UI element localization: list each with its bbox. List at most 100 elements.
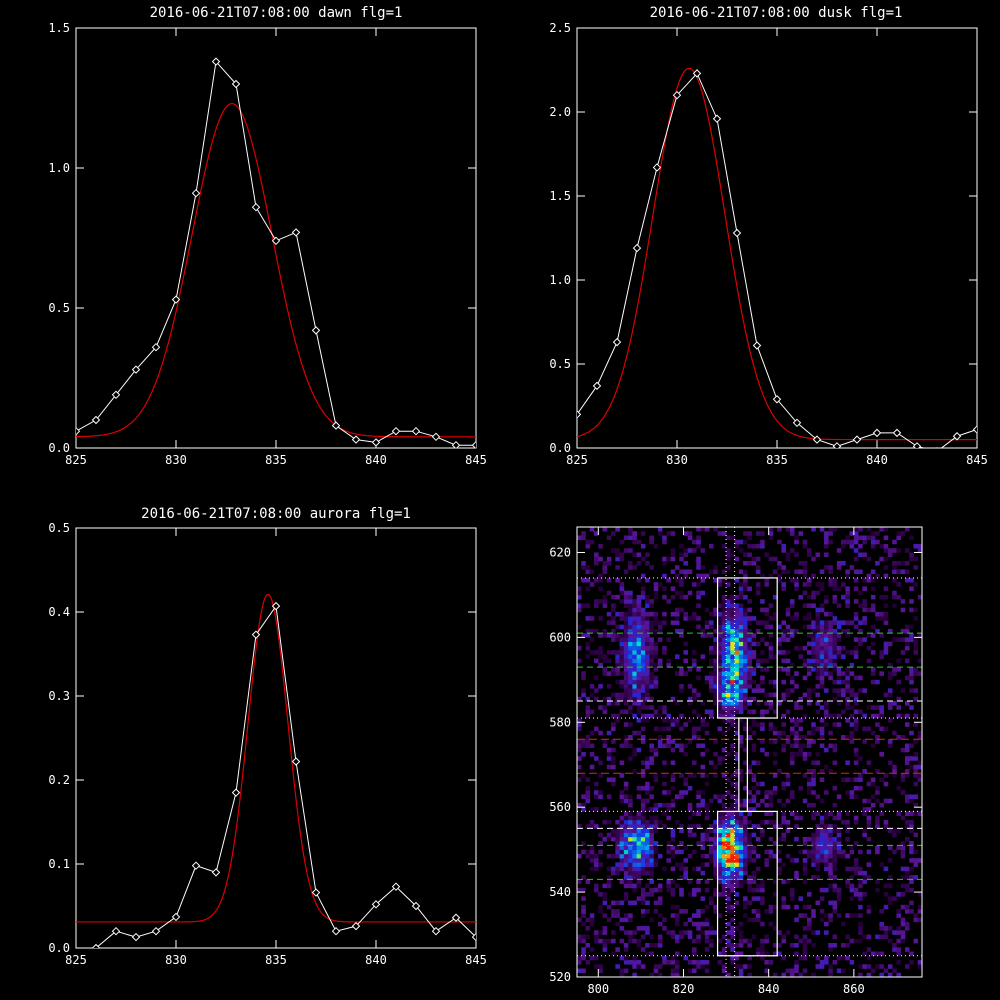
heatmap-cell (713, 569, 718, 574)
heatmap-cell (781, 896, 786, 901)
heatmap-cell (802, 938, 808, 944)
heatmap-cell (858, 785, 863, 791)
heatmap-cell (743, 802, 748, 808)
heatmap-cell (828, 624, 833, 630)
heatmap-cell (887, 675, 893, 681)
heatmap-cell (598, 930, 603, 935)
heatmap-cell (917, 917, 923, 923)
heatmap-cell (726, 611, 731, 617)
heatmap-cell (713, 565, 718, 570)
heatmap-cell (768, 705, 774, 710)
heatmap-cell (747, 853, 752, 859)
heatmap-cell (628, 875, 633, 880)
heatmap-cell (619, 658, 625, 664)
heatmap-cell (581, 565, 586, 570)
heatmap-cell (687, 569, 693, 574)
heatmap-cell (726, 641, 731, 647)
heatmap-cell (798, 560, 804, 566)
heatmap-cell (815, 552, 821, 558)
heatmap-cell (619, 790, 625, 795)
heatmap-cell (687, 802, 693, 808)
heatmap-cell (892, 569, 897, 574)
heatmap-cell (760, 543, 765, 549)
heatmap-cell (666, 849, 671, 855)
heatmap-cell (632, 768, 637, 774)
heatmap-cell (602, 913, 608, 918)
heatmap-cell (819, 662, 825, 668)
heatmap-cell (819, 743, 825, 749)
heatmap-cell (896, 947, 901, 952)
heatmap-cell (696, 692, 701, 698)
heatmap-cell (807, 785, 812, 791)
heatmap-cell (824, 628, 829, 634)
heatmap-cell (606, 577, 612, 583)
heatmap-cell (743, 667, 748, 672)
heatmap-cell (751, 722, 757, 727)
heatmap-cell (870, 531, 876, 536)
heatmap-cell (900, 866, 906, 872)
heatmap-cell (738, 798, 744, 804)
heatmap-cell (853, 866, 859, 872)
heatmap-cell (781, 650, 786, 655)
heatmap-cell (807, 577, 812, 583)
heatmap-cell (709, 688, 714, 693)
heatmap-cell (738, 675, 744, 681)
heatmap-cell (615, 701, 620, 706)
heatmap-cell (896, 735, 901, 740)
heatmap-cell (777, 870, 782, 876)
heatmap-cell (904, 794, 910, 799)
heatmap-cell (721, 577, 727, 583)
heatmap-cell (836, 654, 842, 659)
heatmap-cell (785, 633, 791, 638)
heatmap-cell (858, 930, 863, 935)
heatmap-cell (577, 624, 582, 630)
heatmap-cell (734, 824, 740, 829)
y-tick-label: 0.5 (48, 301, 70, 315)
heatmap-cell (674, 718, 680, 723)
heatmap-cell (858, 552, 863, 558)
heatmap-cell (841, 853, 846, 859)
heatmap-cell (598, 705, 603, 710)
heatmap-cell (760, 531, 765, 536)
heatmap-cell (781, 938, 786, 944)
heatmap-cell (645, 836, 650, 842)
heatmap-cell (875, 849, 880, 855)
heatmap-cell (645, 756, 650, 761)
heatmap-cell (619, 955, 625, 961)
heatmap-cell (900, 853, 906, 859)
heatmap-cell (734, 624, 740, 630)
heatmap-cell (640, 773, 646, 778)
heatmap-cell (632, 637, 637, 642)
x-tick-label: 840 (758, 982, 780, 996)
dawn-panel: 2016-06-21T07:08:00 dawn flg=1 825 830 835… (48, 5, 487, 467)
heatmap-cell (738, 654, 744, 659)
heatmap-cell (819, 777, 825, 783)
heatmap-cell (828, 658, 833, 664)
heatmap-cell (606, 836, 612, 842)
heatmap-cell (900, 938, 906, 944)
heatmap-cell (598, 645, 603, 651)
heatmap-cell (794, 934, 799, 940)
heatmap-cell (730, 637, 735, 642)
heatmap-cell (845, 828, 850, 833)
heatmap-cell (623, 616, 629, 621)
heatmap-cell (623, 633, 629, 638)
heatmap-cell (611, 726, 616, 732)
heatmap-cell (704, 807, 710, 812)
heatmap-cell (730, 620, 735, 625)
heatmap-cell (760, 573, 765, 579)
heatmap-cell (623, 692, 629, 698)
heatmap-cell (692, 658, 697, 664)
heatmap-cell (657, 637, 663, 642)
heatmap-cell (709, 836, 714, 842)
heatmap-cell (866, 964, 872, 969)
heatmap-cell (649, 611, 654, 617)
heatmap-cell (704, 887, 710, 893)
heatmap-cell (751, 794, 757, 799)
heatmap-cell (662, 955, 667, 961)
heatmap-cell (734, 675, 740, 681)
heatmap-cell (623, 794, 629, 799)
heatmap-cell (772, 752, 778, 757)
heatmap-cell (875, 964, 880, 969)
heatmap-cell (581, 743, 586, 749)
